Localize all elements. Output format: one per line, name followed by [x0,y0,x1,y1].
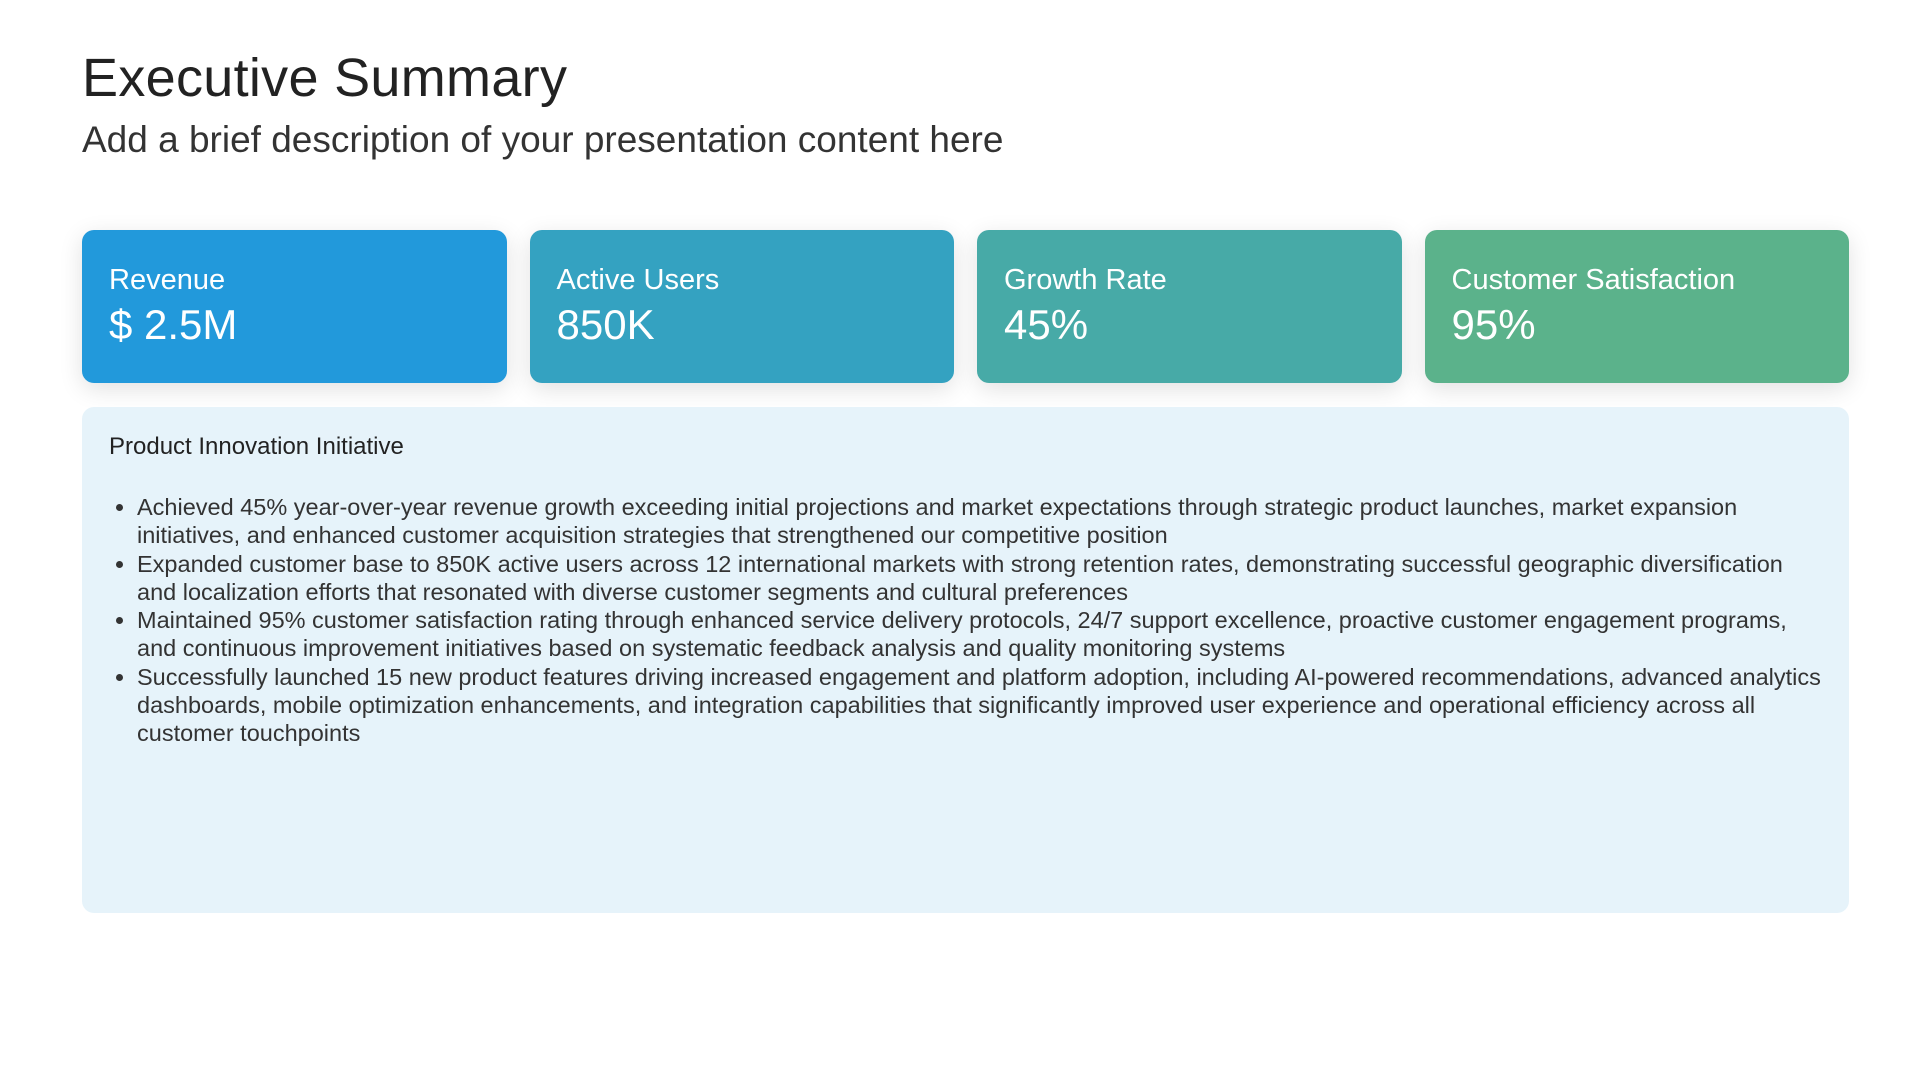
list-item: Maintained 95% customer satisfaction rat… [137,606,1822,663]
list-item: Expanded customer base to 850K active us… [137,550,1822,607]
list-item: Achieved 45% year-over-year revenue grow… [137,493,1822,550]
metric-card-growth-rate: Growth Rate 45% [977,230,1402,383]
metric-label: Revenue [109,264,226,296]
metrics-row: Revenue $ 2.5M Active Users 850K Growth … [82,230,1849,383]
metric-label: Customer Satisfaction [1451,264,1736,296]
metric-card-active-users: Active Users 850K [529,230,954,383]
metric-label: Active Users [556,264,720,296]
metric-card-customer-satisfaction: Customer Satisfaction 95% [1424,230,1849,383]
panel-title: Product Innovation Initiative [109,433,404,460]
metric-card-revenue: Revenue $ 2.5M [82,230,507,383]
page-title: Executive Summary [82,48,568,108]
metric-value: $ 2.5M [109,301,238,348]
metric-label: Growth Rate [1004,264,1167,296]
metric-value: 45% [1004,301,1089,348]
list-item: Successfully launched 15 new product fea… [137,663,1822,748]
content-panel: Product Innovation Initiative Achieved 4… [82,407,1849,913]
metric-value: 850K [556,301,655,348]
bullet-list: Achieved 45% year-over-year revenue grow… [109,493,1822,748]
metric-value: 95% [1451,301,1536,348]
page-subtitle: Add a brief description of your presenta… [82,119,1004,160]
